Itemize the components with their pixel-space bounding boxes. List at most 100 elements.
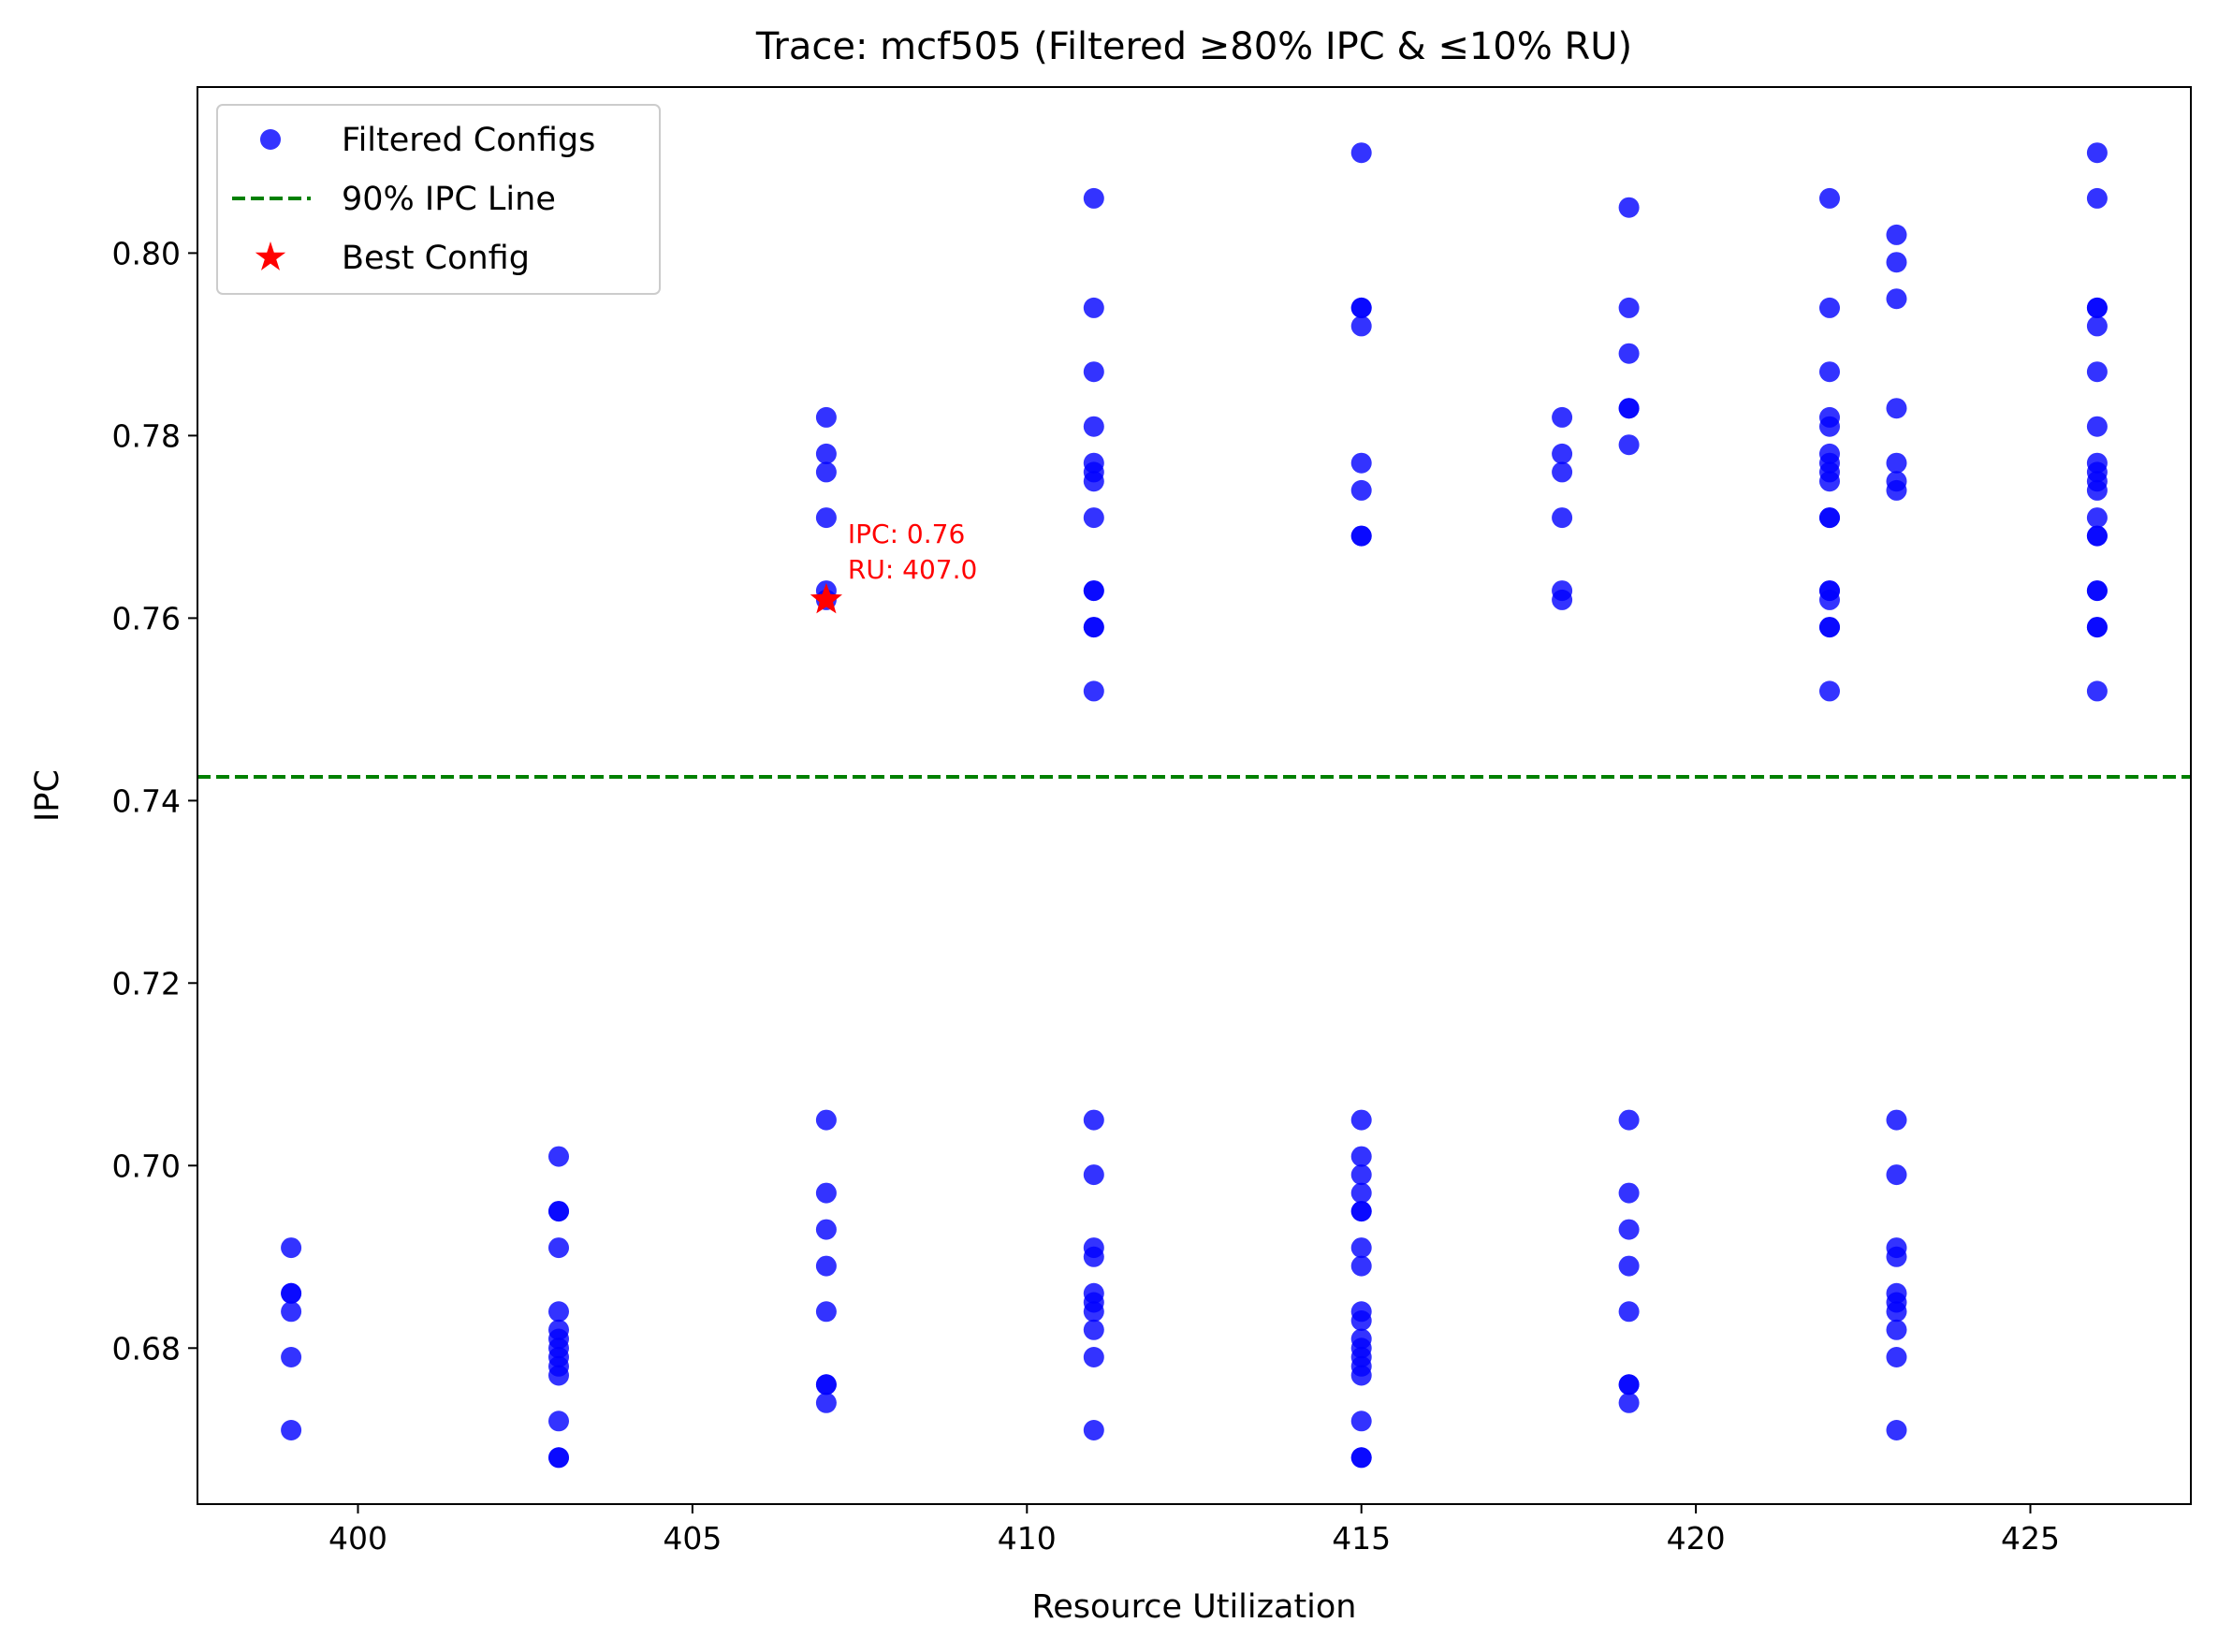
data-point [2086, 580, 2108, 602]
data-point [1350, 297, 1372, 318]
data-point [1350, 1182, 1372, 1204]
data-point [1083, 471, 1104, 492]
data-point [1886, 452, 1907, 474]
data-point [548, 1411, 569, 1432]
data-point [1083, 617, 1104, 638]
data-point [281, 1282, 302, 1304]
data-point [1350, 1310, 1372, 1331]
x-tick-label: 415 [1332, 1520, 1391, 1557]
legend: Filtered Configs 90% IPC Line Best Confi… [216, 104, 661, 295]
data-point [1350, 1109, 1372, 1131]
data-point [1083, 680, 1104, 702]
data-point [1552, 461, 1573, 483]
data-point [1886, 1164, 1907, 1186]
legend-marker-best-config [255, 241, 286, 270]
data-point [1083, 1319, 1104, 1340]
data-point [1350, 315, 1372, 337]
y-tick-label: 0.70 [112, 1148, 181, 1184]
data-point [2086, 142, 2108, 164]
data-point [815, 443, 837, 464]
chart-title: Trace: mcf505 (Filtered ≥80% IPC & ≤10% … [755, 25, 1632, 68]
y-tick-label: 0.78 [112, 417, 181, 454]
y-axis-label: IPC [29, 769, 66, 822]
data-point [1819, 589, 1840, 610]
data-point [1886, 1246, 1907, 1267]
data-point [1618, 434, 1640, 456]
data-point [1083, 1347, 1104, 1367]
data-point [1350, 525, 1372, 547]
data-point [815, 1392, 837, 1413]
data-point [1350, 1411, 1372, 1432]
data-point [1618, 1109, 1640, 1131]
data-point [1886, 479, 1907, 501]
data-point [1886, 1109, 1907, 1131]
data-point [1886, 1420, 1907, 1440]
data-point [548, 1301, 569, 1323]
data-point [1350, 1201, 1372, 1222]
data-point [1552, 507, 1573, 529]
data-point [815, 1255, 837, 1277]
legend-label-ipc-line: 90% IPC Line [342, 181, 556, 218]
data-point [815, 461, 837, 483]
x-axis-label: Resource Utilization [1031, 1588, 1356, 1626]
data-point [815, 1219, 837, 1240]
legend-label-best-config: Best Config [342, 240, 530, 277]
data-point [1083, 580, 1104, 602]
data-point [1350, 1447, 1372, 1469]
data-point [1618, 1255, 1640, 1277]
data-point [815, 1374, 837, 1396]
data-point [1083, 187, 1104, 209]
data-point [1350, 1237, 1372, 1259]
data-point [1618, 398, 1640, 419]
data-point [1083, 416, 1104, 437]
data-point [281, 1347, 302, 1367]
data-point [2086, 416, 2108, 437]
data-point [1350, 479, 1372, 501]
y-tick-label: 0.72 [112, 965, 181, 1001]
data-point [1618, 297, 1640, 318]
data-point [1083, 361, 1104, 383]
data-point [815, 1301, 837, 1323]
data-point [815, 1182, 837, 1204]
y-axis: 0.68 0.70 0.72 0.74 0.76 0.78 0.80 [112, 235, 197, 1367]
plot-area-frame [197, 86, 2192, 1505]
data-point [281, 1237, 302, 1259]
data-point [1886, 224, 1907, 245]
data-point [1083, 1301, 1104, 1323]
y-tick-label: 0.80 [112, 235, 181, 271]
data-point [1552, 406, 1573, 428]
data-point [1618, 1374, 1640, 1396]
data-point [1618, 1219, 1640, 1240]
data-point [1618, 1392, 1640, 1413]
data-point [1819, 507, 1840, 529]
data-point [2086, 187, 2108, 209]
best-config-marker [810, 582, 842, 614]
data-point [1083, 1420, 1104, 1440]
data-point [548, 1201, 569, 1222]
data-point [2086, 297, 2108, 318]
data-point [2086, 361, 2108, 383]
data-point [1886, 252, 1907, 273]
data-point [281, 1420, 302, 1440]
legend-marker-filtered-configs [260, 129, 281, 150]
data-point [1819, 361, 1840, 383]
legend-box [216, 104, 661, 295]
data-point [1886, 398, 1907, 419]
x-tick-label: 410 [998, 1520, 1057, 1557]
data-point [1552, 443, 1573, 464]
data-point [1819, 416, 1840, 437]
data-point [548, 1237, 569, 1259]
x-tick-label: 405 [663, 1520, 722, 1557]
data-point [2086, 680, 2108, 702]
data-point [1350, 1164, 1372, 1186]
data-point [1350, 1255, 1372, 1277]
x-tick-label: 425 [2001, 1520, 2060, 1557]
data-point [1350, 452, 1372, 474]
data-point [1083, 1109, 1104, 1131]
data-point [1819, 680, 1840, 702]
data-point [2086, 525, 2108, 547]
data-point [548, 1365, 569, 1386]
data-point [1886, 288, 1907, 310]
data-point [1350, 142, 1372, 164]
